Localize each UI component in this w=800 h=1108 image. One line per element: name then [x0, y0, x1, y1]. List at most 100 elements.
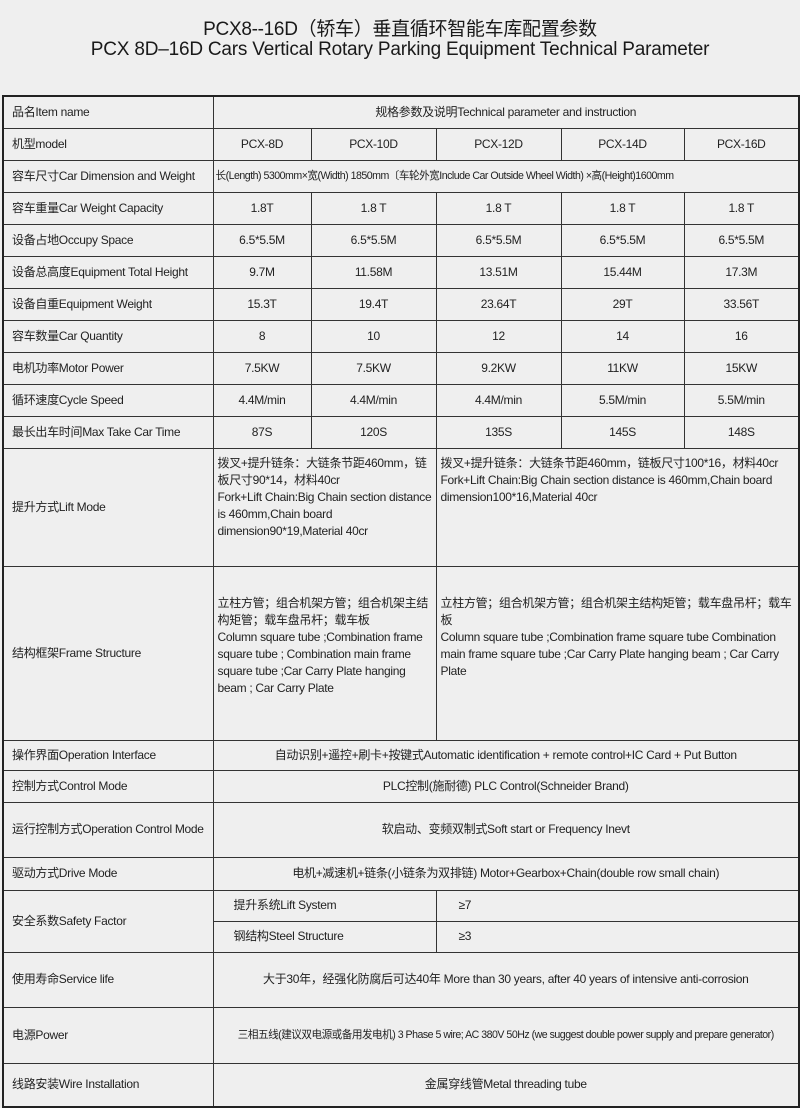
spec-row: 容车重量Car Weight Capacity 1.8T 1.8 T 1.8 T 1.8…: [2, 191, 800, 225]
lift_mode-row: 提升方式Lift Mode 拨叉+提升链条：大链条节距460mm，链板尺寸90*1…: [2, 447, 800, 567]
dimension-row: 容车尺寸Car Dimension and Weight 长(Length) 5…: [2, 159, 800, 193]
operation_control-row: 运行控制方式Operation Control Mode 软启动、变频双制式Sof…: [2, 801, 800, 858]
safety-row: 钢结构Steel Structure ≥3: [3, 920, 800, 953]
spec-cell: 1.8 T: [683, 191, 800, 225]
spec-cell: 145S: [560, 415, 685, 449]
spec-cell: 9.7M: [212, 255, 312, 289]
spec-label: 容车数量Car Quantity: [2, 319, 214, 353]
power-label: 电源Power: [2, 1006, 214, 1064]
spec-cell: 148S: [683, 415, 800, 449]
spec-cell: 12: [435, 319, 562, 353]
service_life-label: 使用寿命Service life: [2, 951, 214, 1008]
spec-cell: 15KW: [683, 351, 800, 385]
spec-cell: 8: [212, 319, 312, 353]
spec-cell: 5.5M/min: [683, 383, 800, 417]
spec-cell: 6.5*5.5M: [683, 223, 800, 257]
drive_mode-row: 驱动方式Drive Mode 电机+减速机+链条(小链条为双排链) Motor+G…: [2, 856, 800, 891]
spec-label: 循环速度Cycle Speed: [2, 383, 214, 417]
frame-right-english: Column square tube ;Combination frame sq…: [440, 629, 780, 678]
spec-cell: 4.4M/min: [310, 383, 437, 417]
model-cell: PCX-16D: [683, 127, 800, 161]
lift_mode-left-cell: 拨叉+提升链条：大链条节距460mm，链板尺寸90*14，材料40cr Fork+…: [212, 447, 437, 567]
title-chinese: PCX8--16D（轿车）垂直循环智能车库配置参数: [203, 19, 597, 40]
spec-row: 设备占地Occupy Space 6.5*5.5M 6.5*5.5M 6.5*5.5M…: [2, 223, 800, 257]
control_mode-value: PLC控制(施耐德) PLC Control(Schneider Brand): [212, 769, 800, 803]
header-label: 品名Item name: [2, 95, 214, 129]
drive_mode-value: 电机+减速机+链条(小链条为双排链) Motor+Gearbox+Chain(d…: [212, 856, 800, 891]
power-value: 三相五线(建议双电源或备用发电机) 3 Phase 5 wire; AC 380…: [212, 1006, 800, 1064]
frame-left-cell: 立柱方管；组合机架方管；组合机架主结构矩管；载车盘吊杆；载车板 Column sq…: [212, 565, 437, 741]
power-row: 电源Power 三相五线(建议双电源或备用发电机) 3 Phase 5 wire;…: [2, 1006, 800, 1064]
operation_control-value: 软启动、变频双制式Soft start or Frequency Inevt: [212, 801, 800, 858]
spec-cell: 17.3M: [683, 255, 800, 289]
frame-row: 结构框架Frame Structure 立柱方管；组合机架方管；组合机架主结构矩管…: [2, 565, 800, 741]
spec-label: 最长出车时间Max Take Car Time: [2, 415, 214, 449]
header-value: 规格参数及说明Technical parameter and instructi…: [212, 95, 800, 129]
spec-label: 容车重量Car Weight Capacity: [2, 191, 214, 225]
dimension-label: 容车尺寸Car Dimension and Weight: [2, 159, 214, 193]
spec-cell: 6.5*5.5M: [560, 223, 685, 257]
safety-row: 安全系数Safety Factor 提升系统Lift System ≥7: [2, 889, 800, 953]
model-label: 机型model: [2, 127, 214, 161]
safety-item-name: 提升系统Lift System: [212, 889, 437, 922]
model-row: 机型model PCX-8D PCX-10D PCX-12D PCX-14D P…: [2, 127, 800, 161]
spec-row: 设备自重Equipment Weight 15.3T 19.4T 23.64T 29T 3…: [2, 287, 800, 321]
spec-cell: 19.4T: [310, 287, 437, 321]
control_mode-row: 控制方式Control Mode PLC控制(施耐德) PLC Control(S…: [2, 769, 800, 803]
operation_interface-row: 操作界面Operation Interface 自动识别+遥控+刷卡+按键式Aut…: [2, 739, 800, 771]
spec-label: 电机功率Motor Power: [2, 351, 214, 385]
wire-label: 线路安装Wire Installation: [2, 1062, 214, 1108]
safety-item-value: ≥3: [435, 920, 800, 953]
spec-cell: 15.3T: [212, 287, 312, 321]
parameter-table: 品名Item name 规格参数及说明Technical parameter a…: [2, 95, 800, 1108]
spec-label: 设备总高度Equipment Total Height: [2, 255, 214, 289]
spec-cell: 10: [310, 319, 437, 353]
spec-cell: 4.4M/min: [212, 383, 312, 417]
wire-row: 线路安装Wire Installation 金属穿线管Metal threadin…: [2, 1062, 800, 1108]
safety-label: 安全系数Safety Factor: [2, 889, 214, 953]
spec-cell: 120S: [310, 415, 437, 449]
lift_mode-label: 提升方式Lift Mode: [2, 447, 214, 567]
frame-right-cell: 立柱方管；组合机架方管；组合机架主结构矩管；载车盘吊杆；载车板 Column sq…: [435, 565, 800, 741]
spec-cell: 7.5KW: [310, 351, 437, 385]
spec-cell: 4.4M/min: [435, 383, 562, 417]
service_life-row: 使用寿命Service life 大于30年，经强化防腐后可达40年 More t…: [2, 951, 800, 1008]
dimension-value: 长(Length) 5300mm×宽(Width) 1850mm〔车轮外宽Inc…: [212, 159, 800, 193]
lift_mode-left-chinese: 拨叉+提升链条：大链条节距460mm，链板尺寸90*14，材料40cr: [217, 455, 427, 487]
wire-value: 金属穿线管Metal threading tube: [212, 1062, 800, 1108]
spec-cell: 5.5M/min: [560, 383, 685, 417]
service_life-value: 大于30年，经强化防腐后可达40年 More than 30 years, af…: [212, 951, 800, 1008]
lift_mode-right-chinese: 拨叉+提升链条：大链条节距460mm，链板尺寸100*16，材料40cr: [440, 455, 779, 470]
spec-row: 容车数量Car Quantity 8 10 12 14 16: [2, 319, 800, 353]
spec-cell: 9.2KW: [435, 351, 562, 385]
spec-row: 最长出车时间Max Take Car Time 87S 120S 135S 145S 14…: [2, 415, 800, 449]
spec-label: 设备占地Occupy Space: [2, 223, 214, 257]
title-english: PCX 8D–16D Cars Vertical Rotary Parking …: [90, 39, 710, 60]
frame-label: 结构框架Frame Structure: [2, 565, 214, 741]
operation_control-label: 运行控制方式Operation Control Mode: [2, 801, 214, 858]
header-row: 品名Item name 规格参数及说明Technical parameter a…: [2, 95, 800, 129]
spec-cell: 15.44M: [560, 255, 685, 289]
spec-cell: 87S: [212, 415, 312, 449]
safety-item-name: 钢结构Steel Structure: [212, 920, 437, 953]
spec-cell: 29T: [560, 287, 685, 321]
model-cell: PCX-14D: [560, 127, 685, 161]
lift_mode-right-english: Fork+Lift Chain:Big Chain section distan…: [440, 472, 773, 504]
drive_mode-label: 驱动方式Drive Mode: [2, 856, 214, 891]
spec-cell: 33.56T: [683, 287, 800, 321]
spec-cell: 13.51M: [435, 255, 562, 289]
safety-item-value: ≥7: [435, 889, 800, 922]
spec-cell: 1.8 T: [435, 191, 562, 225]
spec-row: 循环速度Cycle Speed 4.4M/min 4.4M/min 4.4M/min 5…: [2, 383, 800, 417]
spec-cell: 1.8 T: [310, 191, 437, 225]
spec-cell: 6.5*5.5M: [435, 223, 562, 257]
spec-cell: 1.8T: [212, 191, 312, 225]
spec-cell: 11.58M: [310, 255, 437, 289]
spec-cell: 11KW: [560, 351, 685, 385]
frame-right-chinese: 立柱方管；组合机架方管；组合机架主结构矩管；载车盘吊杆；载车板: [440, 595, 792, 627]
spec-cell: 7.5KW: [212, 351, 312, 385]
spec-label: 设备自重Equipment Weight: [2, 287, 214, 321]
frame-left-chinese: 立柱方管；组合机架方管；组合机架主结构矩管；载车盘吊杆；载车板: [217, 595, 429, 627]
spec-cell: 6.5*5.5M: [212, 223, 312, 257]
operation_interface-value: 自动识别+遥控+刷卡+按键式Automatic identification +…: [212, 739, 800, 771]
